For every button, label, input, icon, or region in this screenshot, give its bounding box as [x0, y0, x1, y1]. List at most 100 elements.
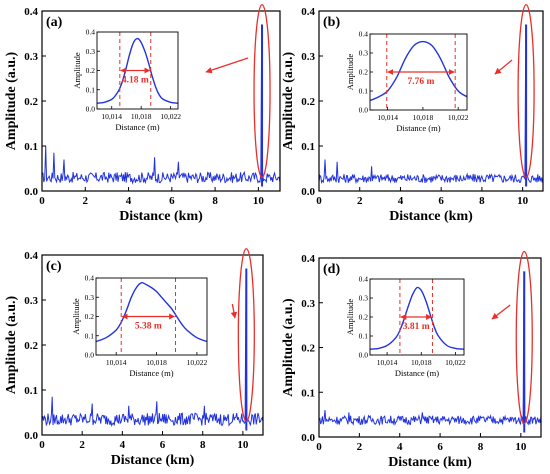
- y-axis-label: Amplitude (a.u.): [4, 295, 19, 394]
- width-label: 3.81 m: [403, 322, 430, 332]
- plot-frame: [318, 257, 542, 438]
- x-tick-label: 4: [397, 441, 403, 453]
- inset-y-axis-label: Amplitude: [71, 298, 81, 335]
- inset-y-tick-label: 0.0: [86, 105, 96, 114]
- y-tick-label: 0.2: [24, 96, 38, 108]
- inset-x-tick-label: 10,018: [411, 358, 432, 367]
- panel-label: (c): [46, 259, 62, 274]
- inset-chart: 5.38 m 10,014 10,018 10,022 0.0 0.1 0.2 0.3 0.4 D…: [71, 274, 207, 379]
- x-tick-label: 10: [517, 195, 529, 207]
- x-tick-label: 6: [169, 195, 175, 207]
- signal-trace: [41, 268, 264, 427]
- inset-x-tick-label: 10,022: [160, 112, 181, 121]
- inset-y-tick-label: 0.3: [86, 47, 96, 56]
- chart-panel-b: 0 2 4 6 8 10 0.0 0.1 0.2 0.3 0.4 Distance (km) Ampli…: [281, 3, 544, 224]
- x-tick-label: 2: [79, 439, 85, 451]
- x-tick-label: 0: [39, 195, 45, 207]
- inset-x-tick-label: 10,014: [377, 113, 398, 122]
- inset-curve: [95, 282, 208, 343]
- pointer-arrow: [230, 303, 238, 319]
- inset-y-tick-label: 0.2: [359, 68, 369, 77]
- x-tick-label: 6: [437, 441, 443, 453]
- inset-y-tick-label: 0.2: [359, 313, 369, 322]
- x-tick-label: 8: [212, 195, 218, 207]
- x-tick-label: 8: [200, 439, 206, 451]
- y-tick-label: 0.3: [301, 51, 315, 63]
- inset-y-tick-label: 0.0: [359, 351, 369, 360]
- y-tick-label: 0.2: [301, 343, 315, 355]
- y-tick-label: 0.4: [301, 6, 315, 18]
- x-tick-label: 8: [478, 441, 484, 453]
- chart-panel-d: 0 2 4 6 8 10 0.0 0.1 0.2 0.3 0.4 Distance (km) Ampli…: [281, 250, 542, 470]
- inset-y-tick-label: 0.4: [359, 30, 369, 39]
- inset-chart: 3.81 m 10,014 10,018 10,022 0.0 0.1 0.2 0.3 0.4 D…: [345, 275, 466, 379]
- inset-x-tick-label: 10,022: [448, 113, 469, 122]
- inset-y-tick-label: 0.4: [86, 28, 96, 37]
- x-axis-label: Distance (km): [389, 209, 473, 224]
- inset-y-tick-label: 0.1: [359, 87, 369, 96]
- inset-y-tick-label: 0.2: [86, 66, 96, 75]
- inset-x-axis-label: Distance (m): [115, 122, 159, 132]
- signal-trace: [318, 271, 542, 427]
- y-tick-label: 0.0: [301, 186, 315, 198]
- panel-label: (d): [323, 262, 340, 277]
- y-tick-label: 0.3: [301, 298, 315, 310]
- x-tick-label: 10: [237, 439, 249, 451]
- inset-y-tick-label: 0.0: [359, 106, 369, 115]
- peak-highlight-ellipse: [237, 247, 255, 423]
- y-tick-label: 0.4: [24, 6, 38, 18]
- y-axis-label: Amplitude (a.u.): [281, 51, 296, 150]
- chart-panel-a: 0 2 4 6 8 10 0.0 0.1 0.2 0.3 0.4 Distance (km) Ampli…: [4, 3, 281, 224]
- width-label: 5.38 m: [135, 322, 162, 332]
- inset-curve: [369, 40, 468, 102]
- x-tick-label: 2: [357, 195, 363, 207]
- plot-frame: [41, 254, 264, 436]
- x-tick-label: 4: [126, 195, 132, 207]
- inset-x-tick-label: 10,018: [413, 113, 434, 122]
- y-tick-label: 0.1: [24, 141, 38, 153]
- inset-x-tick-label: 10,018: [146, 358, 167, 367]
- x-tick-label: 0: [316, 195, 322, 207]
- y-tick-label: 0.1: [301, 387, 315, 399]
- inset-curve: [96, 37, 179, 104]
- y-tick-label: 0.1: [24, 385, 38, 397]
- y-tick-label: 0.4: [24, 250, 38, 262]
- plot-frame: [318, 10, 544, 192]
- pointer-arrow: [494, 59, 513, 75]
- inset-y-tick-label: 0.3: [359, 294, 369, 303]
- chart-panel-c: 0 2 4 6 8 10 0.0 0.1 0.2 0.3 0.4 Distance (km) Ampli…: [4, 247, 264, 468]
- y-tick-label: 0.1: [301, 141, 315, 153]
- inset-x-axis-label: Distance (m): [395, 368, 439, 378]
- inset-y-tick-label: 0.4: [359, 275, 369, 284]
- x-tick-label: 10: [253, 195, 265, 207]
- inset-chart: 7.76 m 10,014 10,018 10,022 0.0 0.1 0.2 0.3 0.4 D…: [345, 30, 469, 134]
- inset-x-axis-label: Distance (m): [129, 368, 173, 378]
- inset-y-tick-label: 0.4: [85, 274, 95, 283]
- inset-x-tick-label: 10,022: [187, 358, 208, 367]
- inset-y-axis-label: Amplitude: [345, 299, 355, 336]
- x-axis-label: Distance (km): [111, 453, 195, 468]
- inset-y-tick-label: 0.3: [359, 49, 369, 58]
- width-label: 7.76 m: [408, 77, 435, 87]
- y-axis-label: Amplitude (a.u.): [281, 298, 296, 397]
- x-tick-label: 2: [357, 441, 363, 453]
- peak-highlight-ellipse: [253, 3, 271, 179]
- inset-chart: 4.18 m 10,014 10,018 10,022 0.0 0.1 0.2 0.3 0.4 D…: [72, 28, 181, 133]
- inset-y-tick-label: 0.0: [85, 351, 95, 360]
- signal-trace: [41, 24, 281, 185]
- inset-y-axis-label: Amplitude: [72, 52, 82, 89]
- panel-label: (a): [46, 15, 63, 30]
- inset-y-axis-label: Amplitude: [345, 54, 355, 91]
- y-tick-label: 0.0: [24, 430, 38, 442]
- peak-highlight-ellipse: [517, 3, 535, 179]
- x-tick-label: 8: [479, 195, 485, 207]
- pointer-arrow: [491, 304, 511, 320]
- inset-y-tick-label: 0.1: [359, 332, 369, 341]
- pointer-arrow: [205, 57, 249, 74]
- x-tick-label: 6: [438, 195, 444, 207]
- x-tick-label: 0: [39, 439, 45, 451]
- plot-frame: [41, 10, 281, 192]
- inset-x-tick-label: 10,022: [445, 358, 466, 367]
- x-tick-label: 2: [83, 195, 89, 207]
